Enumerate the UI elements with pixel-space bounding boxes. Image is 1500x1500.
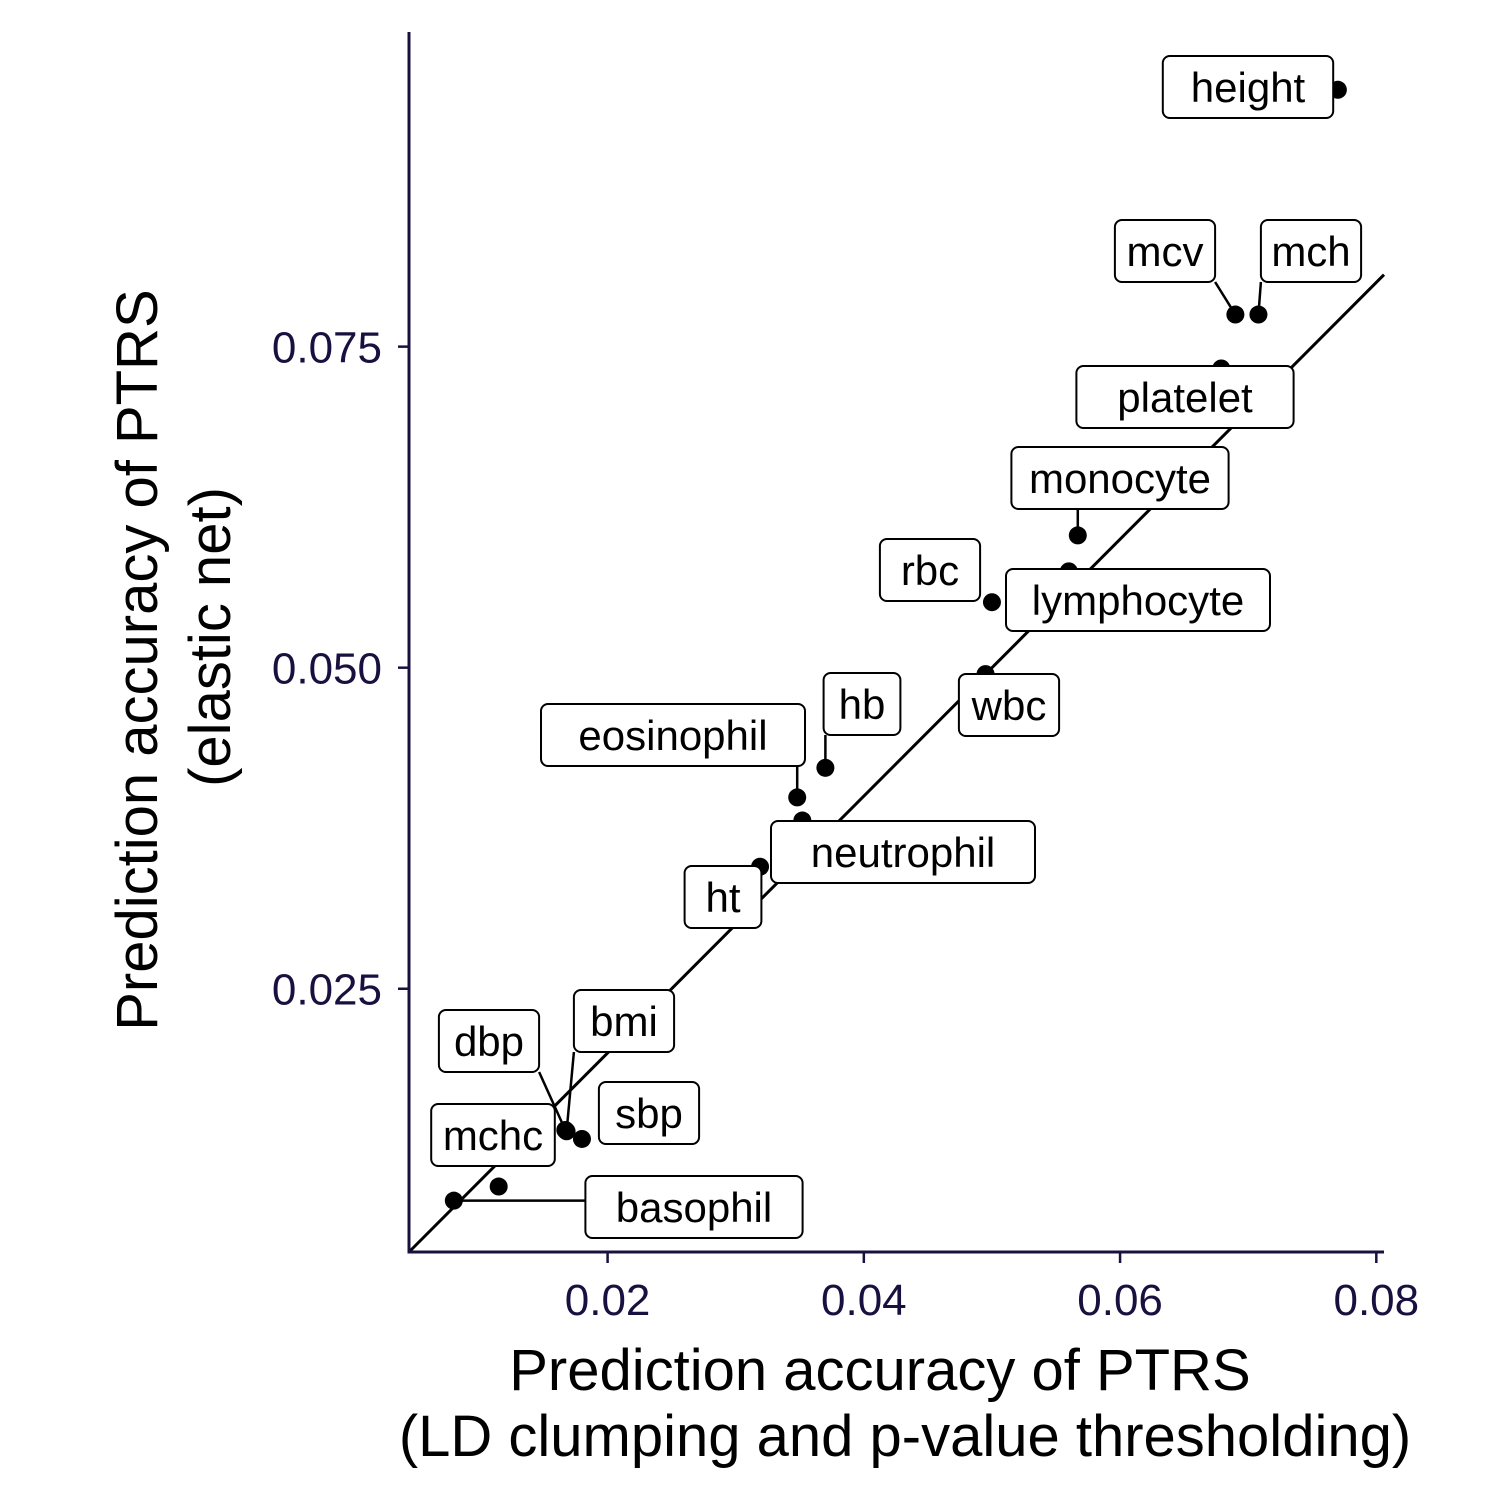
y-axis-title-line2: (elastic net)	[178, 487, 243, 787]
point-label-text: ht	[705, 874, 740, 921]
point-label-box	[1259, 219, 1363, 283]
point-label-box	[683, 865, 763, 929]
point-label-box	[878, 538, 982, 602]
point-label: neutrophil	[770, 820, 1036, 884]
point-label-box	[572, 989, 676, 1053]
point-label-text: mchc	[443, 1112, 543, 1159]
point-label-text: lymphocyte	[1032, 577, 1244, 624]
point-label-box	[1005, 568, 1271, 632]
y-axis-title: Prediction accuracy of PTRS (elastic net…	[105, 273, 243, 1031]
data-point	[788, 788, 807, 807]
point-label: basophil	[584, 1175, 804, 1239]
y-tick-label: 0.025	[272, 966, 382, 1015]
point-label: height	[1161, 55, 1335, 119]
point-label-box	[584, 1175, 804, 1239]
x-tick-label: 0.04	[821, 1276, 907, 1325]
point-label: rbc	[878, 538, 982, 602]
point-label: lymphocyte	[1005, 568, 1271, 632]
point-label-text: mch	[1271, 228, 1350, 275]
point-label: dbp	[437, 1009, 541, 1073]
point-label-box	[430, 1103, 556, 1167]
point-label-text: dbp	[454, 1018, 524, 1065]
y-axis-title-line1: Prediction accuracy of PTRS	[105, 289, 170, 1030]
point-label-text: eosinophil	[578, 712, 767, 759]
x-axis-title-line1: Prediction accuracy of PTRS	[509, 1338, 1250, 1403]
x-tick-label: 0.08	[1333, 1276, 1419, 1325]
point-label: mcv	[1113, 219, 1217, 283]
point-label-box	[437, 1009, 541, 1073]
point-label-box	[540, 703, 806, 767]
leader-line	[537, 1071, 567, 1131]
x-tick-label: 0.02	[565, 1276, 651, 1325]
x-axis-title: Prediction accuracy of PTRS (LD clumping…	[399, 1338, 1411, 1469]
point-label-text: height	[1191, 64, 1306, 111]
axes-layer: 0.02 0.04 0.06 0.08 0.025 0.050 0.075	[272, 32, 1419, 1325]
point-label: platelet	[1075, 365, 1295, 429]
y-tick-label: 0.050	[272, 645, 382, 694]
point-label-box	[597, 1081, 701, 1145]
point-label-text: monocyte	[1029, 455, 1211, 502]
point-label: ht	[683, 865, 763, 929]
x-tick-label: 0.06	[1077, 1276, 1163, 1325]
data-point	[572, 1129, 591, 1148]
axis-titles-layer: Prediction accuracy of PTRS (LD clumping…	[105, 273, 1411, 1469]
data-point	[489, 1177, 508, 1196]
point-label-box	[957, 673, 1061, 737]
point-label-box	[770, 820, 1036, 884]
point-label-text: wbc	[971, 682, 1047, 729]
data-point	[1226, 305, 1245, 324]
point-label-text: bmi	[590, 998, 658, 1045]
point-label-box	[1113, 219, 1217, 283]
point-label: sbp	[597, 1081, 701, 1145]
point-label: monocyte	[1010, 446, 1230, 510]
point-label-text: sbp	[615, 1090, 683, 1137]
point-label-box	[1075, 365, 1295, 429]
point-label-text: hb	[839, 681, 886, 728]
point-label-text: neutrophil	[811, 829, 995, 876]
point-label: mchc	[430, 1103, 556, 1167]
point-label: mch	[1259, 219, 1363, 283]
point-label-text: platelet	[1117, 374, 1253, 421]
point-label-text: mcv	[1127, 228, 1204, 275]
point-label-box	[1010, 446, 1230, 510]
label-leader-layer	[453, 281, 1263, 1202]
point-label: hb	[822, 672, 902, 736]
points-layer	[444, 80, 1347, 1210]
point-label-box	[1161, 55, 1335, 119]
point-label-text: rbc	[901, 547, 959, 594]
point-label-text: basophil	[616, 1184, 772, 1231]
x-axis-title-line2: (LD clumping and p-value thresholding)	[399, 1404, 1411, 1469]
point-label-box	[822, 672, 902, 736]
leader-line	[565, 1051, 576, 1132]
point-label: wbc	[957, 673, 1061, 737]
data-point	[816, 758, 835, 777]
data-point	[982, 593, 1001, 612]
point-label: bmi	[572, 989, 676, 1053]
data-point	[1249, 305, 1268, 324]
data-point	[1068, 526, 1087, 545]
y-tick-label: 0.075	[272, 324, 382, 373]
data-point	[444, 1191, 463, 1210]
point-label: eosinophil	[540, 703, 806, 767]
point-labels-layer: height mcv mch platelet monocyte lymphocyte rb…	[430, 55, 1363, 1239]
data-point	[556, 1121, 575, 1139]
